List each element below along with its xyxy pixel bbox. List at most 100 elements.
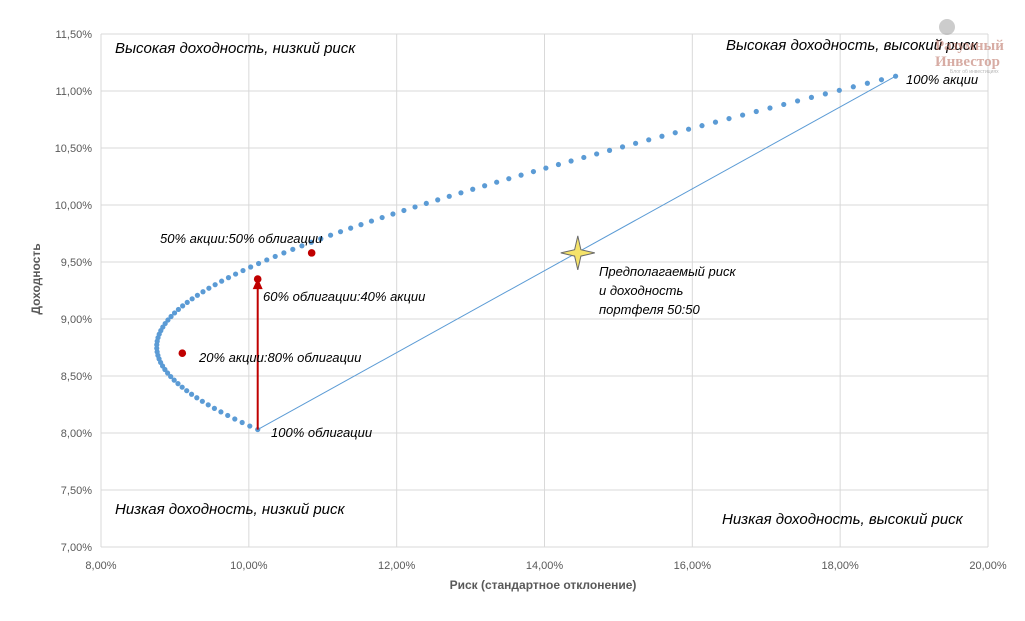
frontier-point xyxy=(423,200,429,207)
quadrant-bottom-left: Низкая доходность, низкий риск xyxy=(115,501,346,518)
frontier-point xyxy=(211,405,218,411)
frontier-point xyxy=(412,204,418,210)
frontier-point xyxy=(264,257,270,263)
watermark-line3: Блог об инвестициях xyxy=(950,69,999,75)
frontier-point xyxy=(568,158,574,164)
frontier-point xyxy=(318,236,324,242)
x-tick-label: 20,00% xyxy=(969,560,1007,572)
frontier-point xyxy=(659,133,665,139)
frontier-point xyxy=(753,108,759,115)
frontier-point xyxy=(518,172,524,178)
frontier-point xyxy=(247,423,253,429)
y-tick-labels: 7,00% 7,50% 8,00% 8,50% 9,00% 9,50% 10,00% 10,5… xyxy=(55,29,93,554)
frontier-point xyxy=(606,147,613,153)
frontier-point xyxy=(171,310,178,316)
star-label-line3: портфеля 50:50 xyxy=(599,302,700,317)
frontier-point xyxy=(299,243,305,249)
y-axis-title: Доходность xyxy=(29,243,43,314)
frontier-point xyxy=(530,168,537,175)
frontier-point xyxy=(699,123,705,129)
frontier-point xyxy=(272,253,278,260)
frontier-point xyxy=(225,275,232,281)
label-100-bonds: 100% облигации xyxy=(271,425,372,440)
frontier-point xyxy=(401,207,407,214)
frontier-point xyxy=(184,388,190,394)
frontier-point xyxy=(232,271,239,277)
x-tick-label: 16,00% xyxy=(674,560,712,572)
frontier-point xyxy=(470,186,476,192)
quadrant-top-right: Высокая доходность, высокий риск xyxy=(726,37,978,54)
frontier-point xyxy=(632,140,639,146)
frontier-point xyxy=(168,313,174,320)
frontier-point xyxy=(767,105,773,111)
x-tick-label: 18,00% xyxy=(822,560,860,572)
x-tick-label: 14,00% xyxy=(526,560,564,572)
frontier-point xyxy=(348,225,354,231)
frontier-point xyxy=(794,98,801,104)
frontier-point xyxy=(218,409,224,415)
highlighted-point xyxy=(307,249,316,257)
frontier-point xyxy=(555,161,562,168)
frontier-point xyxy=(850,84,856,90)
label-60-40: 60% облигации:40% акции xyxy=(263,289,425,304)
frontier-point xyxy=(594,151,600,157)
frontier-point xyxy=(864,80,870,86)
frontier-point xyxy=(175,306,182,313)
frontier-point xyxy=(390,211,396,217)
y-tick-label: 9,50% xyxy=(61,257,92,269)
y-tick-label: 7,50% xyxy=(61,485,92,497)
y-tick-label: 10,00% xyxy=(55,200,93,212)
frontier-point xyxy=(200,289,206,295)
frontier-point xyxy=(337,229,344,235)
frontier-point xyxy=(255,260,262,267)
x-tick-labels: 8,00% 10,00% 12,00% 14,00% 16,00% 18,00% 20,00… xyxy=(85,560,1006,572)
frontier-point xyxy=(368,218,375,224)
y-tick-label: 11,50% xyxy=(56,29,93,41)
y-tick-label: 10,50% xyxy=(55,143,93,155)
frontier-point xyxy=(506,176,512,182)
frontier-point xyxy=(672,130,678,136)
star-label-line2: и доходность xyxy=(599,283,683,298)
watermark-line2: Инвестор xyxy=(935,54,1000,70)
frontier-point xyxy=(232,416,238,422)
y-tick-label: 11,00% xyxy=(56,86,93,98)
frontier-point xyxy=(199,398,205,404)
label-100-stocks: 100% акции xyxy=(906,72,978,87)
frontier-point xyxy=(240,267,246,274)
watermark-line1: Разумный xyxy=(935,38,1004,54)
frontier-point xyxy=(458,190,464,196)
quadrant-top-left: Высокая доходность, низкий риск xyxy=(115,40,356,57)
frontier-point xyxy=(171,377,177,383)
frontier-point xyxy=(206,285,212,291)
y-tick-label: 9,00% xyxy=(61,314,92,326)
frontier-point xyxy=(175,381,181,387)
watermark-logo: Разумный Инвестор Блог об инвестициях xyxy=(935,19,1004,75)
frontier-point xyxy=(179,384,185,390)
frontier-point xyxy=(165,317,171,323)
frontier-point xyxy=(188,391,195,397)
frontier-point xyxy=(219,278,225,284)
frontier-point xyxy=(194,292,200,298)
frontier-point xyxy=(205,402,211,408)
x-tick-label: 12,00% xyxy=(378,560,416,572)
frontier-point xyxy=(162,320,168,327)
frontier-point xyxy=(581,154,587,161)
star-marker xyxy=(560,235,595,271)
x-axis-title: Риск (стандартное отклонение) xyxy=(450,578,637,592)
frontier-point xyxy=(184,299,190,305)
frontier-point xyxy=(482,183,488,189)
x-tick-label: 8,00% xyxy=(85,560,116,572)
frontier-point xyxy=(358,222,364,228)
label-20-80: 20% акции:80% облигации xyxy=(198,350,361,365)
frontier-point xyxy=(212,282,218,288)
frontier-point xyxy=(893,73,899,79)
frontier-point xyxy=(308,239,314,245)
frontier-point xyxy=(165,370,171,376)
y-tick-label: 8,50% xyxy=(61,371,92,383)
frontier-point xyxy=(726,115,732,122)
frontier-point xyxy=(446,193,452,199)
arrow-head xyxy=(252,278,263,290)
frontier-point xyxy=(822,91,828,97)
frontier-point xyxy=(685,126,692,132)
